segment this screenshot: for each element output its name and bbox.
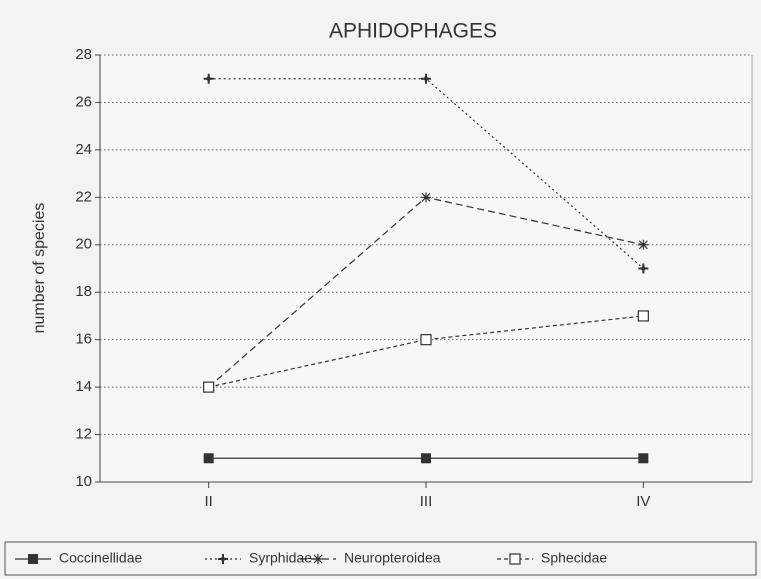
y-axis-label: number of species [31, 203, 48, 334]
legend-label: Syrphidae [249, 550, 312, 566]
y-tick-label: 16 [75, 331, 92, 348]
marker-shape [638, 239, 649, 250]
x-tick-label: IV [636, 493, 650, 510]
marker-shape [421, 453, 431, 464]
y-tick-label: 28 [75, 46, 92, 63]
marker-shape [203, 381, 215, 393]
marker-shape [421, 192, 431, 203]
marker [203, 381, 215, 393]
marker [203, 453, 214, 464]
marker [638, 263, 649, 274]
marker-shape [509, 553, 521, 565]
y-tick-label: 10 [75, 473, 92, 490]
legend-label: Neuropteroidea [344, 550, 441, 566]
marker [420, 334, 432, 346]
marker-shape [640, 265, 647, 272]
marker-shape [423, 75, 429, 82]
chart-title: APHIDOPHAGES [329, 20, 497, 43]
marker-shape [203, 453, 214, 464]
y-tick-label: 18 [75, 283, 92, 300]
marker-shape [313, 554, 323, 564]
marker [638, 239, 649, 250]
legend-box [4, 541, 757, 576]
legend-marker [218, 554, 228, 564]
marker-shape [28, 554, 38, 564]
y-tick-label: 26 [75, 93, 92, 110]
x-tick-label: III [420, 493, 433, 510]
plot-area [100, 55, 752, 482]
y-tick-label: 22 [75, 188, 92, 205]
y-tick-label: 12 [75, 426, 92, 443]
legend-marker [28, 554, 38, 564]
legend-marker [313, 554, 323, 564]
legend-label: Sphecidae [541, 550, 607, 566]
y-tick-label: 14 [75, 378, 92, 395]
legend-marker [509, 553, 521, 565]
marker-shape [220, 556, 226, 562]
marker-shape [638, 453, 649, 464]
marker-shape [637, 310, 649, 322]
y-tick-label: 24 [75, 141, 92, 158]
marker [421, 73, 431, 84]
marker [203, 73, 214, 84]
marker-shape [420, 334, 432, 346]
legend-label: Coccinellidae [59, 550, 142, 566]
x-tick-label: II [204, 493, 212, 510]
y-tick-label: 20 [75, 236, 92, 253]
marker [638, 453, 649, 464]
marker [421, 192, 431, 203]
marker [637, 310, 649, 322]
marker-shape [205, 75, 212, 82]
marker [421, 453, 431, 464]
